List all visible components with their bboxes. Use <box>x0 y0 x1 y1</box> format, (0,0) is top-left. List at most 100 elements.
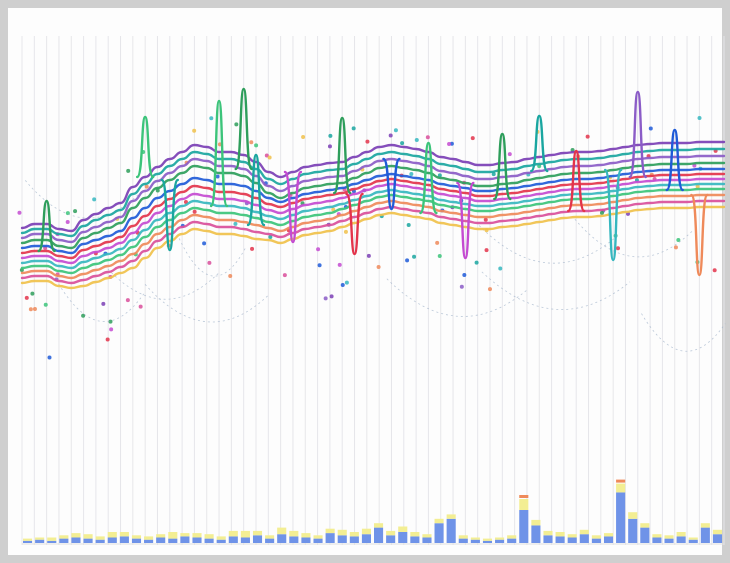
event-dot <box>498 266 502 270</box>
histogram-bar-cap <box>71 533 80 537</box>
histogram-bar-cap <box>616 484 625 493</box>
histogram-bar-cap <box>362 529 371 535</box>
event-dot <box>202 241 206 245</box>
histogram-bar <box>580 534 589 543</box>
dashed-arc <box>482 272 630 310</box>
histogram-bar <box>96 540 105 543</box>
histogram-bar-cap <box>374 523 383 527</box>
histogram-bar-cap <box>241 531 250 538</box>
histogram-bar <box>543 535 552 543</box>
event-dot <box>328 134 332 138</box>
dashed-arc <box>179 238 245 276</box>
event-dot <box>344 230 348 234</box>
event-dot <box>394 128 398 132</box>
event-dot <box>66 220 70 224</box>
event-dot <box>713 268 717 272</box>
histogram-bar <box>229 536 238 543</box>
histogram-bar <box>386 535 395 543</box>
event-dot <box>345 281 349 285</box>
event-dot <box>109 327 113 331</box>
histogram-bar <box>677 536 686 543</box>
histogram-bar <box>168 539 177 543</box>
histogram-bar <box>471 540 480 543</box>
event-dot <box>412 255 416 259</box>
histogram-bar-cap <box>628 512 637 519</box>
event-dot <box>48 356 52 360</box>
histogram-bar-cap <box>338 530 347 536</box>
histogram-bar-cap <box>108 532 117 538</box>
event-dot <box>44 303 48 307</box>
storylines[interactable] <box>22 89 724 288</box>
histogram-bar-cap <box>435 519 444 523</box>
histogram-bar-cap <box>192 533 201 537</box>
event-dot <box>193 210 197 214</box>
event-dot <box>301 135 305 139</box>
histogram-bar-cap <box>592 535 601 538</box>
histogram-bar-cap <box>301 533 310 537</box>
event-dot <box>488 287 492 291</box>
event-dot <box>426 135 430 139</box>
histogram-bar <box>277 534 286 543</box>
storyline-visualization[interactable] <box>16 16 730 563</box>
event-dot <box>29 307 33 311</box>
event-dot <box>400 141 404 145</box>
event-dot <box>338 263 342 267</box>
histogram-bar <box>120 536 129 543</box>
event-dot <box>438 254 442 258</box>
histogram-bar-cap <box>47 538 56 541</box>
histogram-bar <box>664 539 673 543</box>
histogram-bar-cap <box>701 523 710 527</box>
histogram-bar-cap <box>422 534 431 537</box>
histogram-bar <box>374 528 383 543</box>
histogram-bar-cap <box>495 538 504 540</box>
event-dot <box>234 122 238 126</box>
histogram-bar <box>156 538 165 544</box>
histogram-bar <box>592 539 601 543</box>
event-dot <box>475 261 479 265</box>
histogram-bar-cap <box>120 532 129 536</box>
histogram-bar <box>241 538 250 544</box>
event-dot <box>405 258 409 262</box>
histogram-bar <box>132 539 141 543</box>
histogram-bar <box>495 540 504 543</box>
histogram-bar-cap <box>23 539 32 541</box>
event-dot <box>33 307 37 311</box>
histogram-bar-cap <box>386 531 395 535</box>
event-dot <box>485 248 489 252</box>
event-dot <box>108 320 112 324</box>
histogram-bar-cap <box>229 531 238 537</box>
histogram-bar <box>180 536 189 543</box>
event-dot <box>352 126 356 130</box>
histogram-bar-cap <box>96 536 105 539</box>
histogram-bar <box>350 536 359 543</box>
histogram-bar <box>689 540 698 543</box>
histogram-bar-accent <box>519 495 528 498</box>
histogram-bar <box>459 539 468 543</box>
histogram-bar-cap <box>350 532 359 536</box>
event-dot <box>407 223 411 227</box>
event-dot <box>365 140 369 144</box>
event-dot <box>73 209 77 213</box>
histogram-bar <box>531 525 540 543</box>
event-dot <box>249 140 253 144</box>
histogram-bar-cap <box>604 533 613 536</box>
histogram-bar <box>47 541 56 543</box>
histogram-bar <box>616 492 625 543</box>
event-dot <box>649 126 653 130</box>
histogram-bar <box>640 528 649 543</box>
histogram-bar <box>205 539 214 543</box>
histogram-bar <box>313 539 322 543</box>
event-dot <box>484 218 488 222</box>
event-dot <box>435 241 439 245</box>
histogram-bar-cap <box>84 534 93 538</box>
event-dot <box>126 169 130 173</box>
histogram-bar <box>447 519 456 543</box>
event-dot <box>192 129 196 133</box>
event-dot <box>415 138 419 142</box>
histogram-bar-accent <box>616 480 625 483</box>
histogram-bar-cap <box>265 535 274 538</box>
event-dots <box>17 116 725 360</box>
histogram-bar-cap <box>664 535 673 538</box>
histogram-bar <box>435 523 444 543</box>
histogram-bar-cap <box>289 531 298 537</box>
